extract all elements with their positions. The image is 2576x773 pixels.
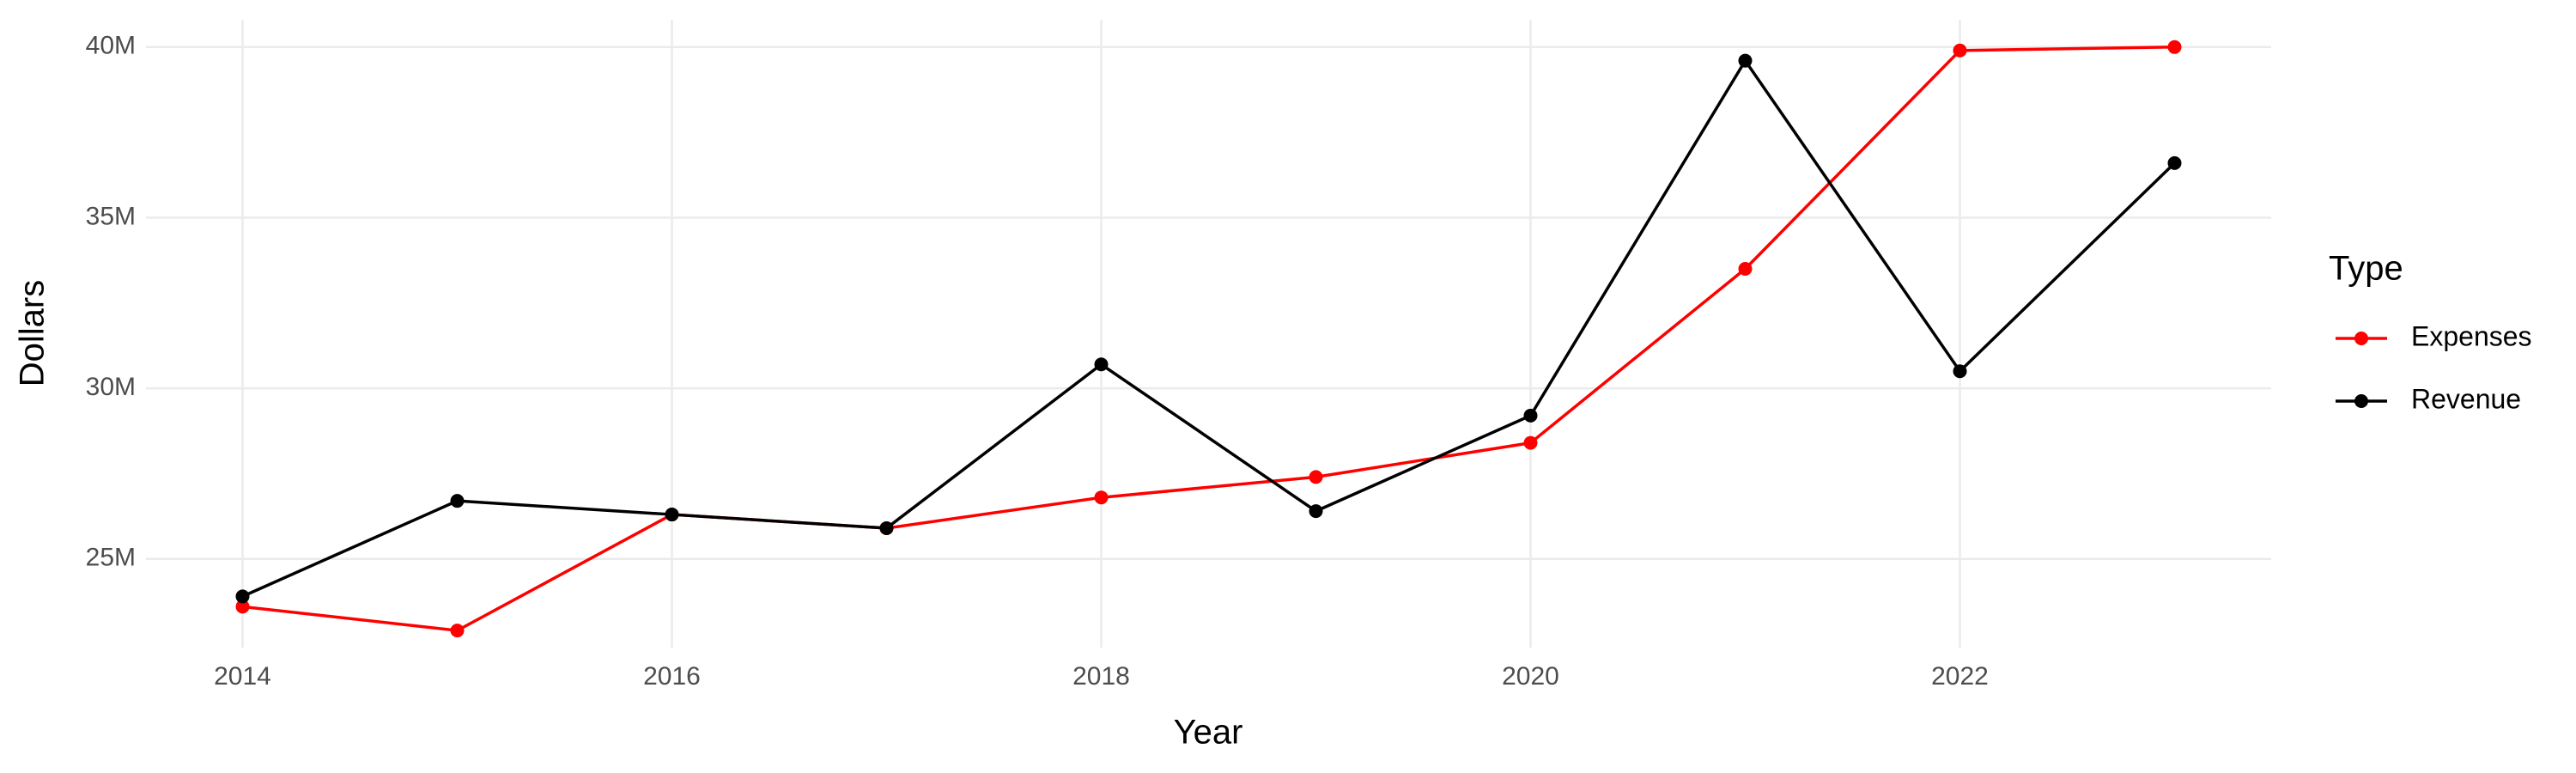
y-tick-label: 40M <box>86 32 136 60</box>
x-tick-label: 2018 <box>1072 662 1130 691</box>
data-point <box>450 494 465 508</box>
grid <box>146 20 2271 648</box>
y-tick-label: 25M <box>86 544 136 572</box>
data-point <box>235 600 250 614</box>
data-point <box>235 589 250 604</box>
data-point <box>1953 43 1967 58</box>
legend-swatch-point <box>2354 394 2368 408</box>
data-point <box>665 508 679 522</box>
data-point <box>879 520 894 535</box>
data-point <box>1309 470 1323 484</box>
y-tick-label: 35M <box>86 202 136 230</box>
data-point <box>450 624 465 638</box>
data-point <box>1738 53 1753 68</box>
data-point <box>1738 262 1753 277</box>
data-point <box>1094 490 1109 505</box>
data-point <box>2167 155 2182 170</box>
data-point <box>1523 435 1538 450</box>
x-tick-label: 2020 <box>1502 662 1559 691</box>
data-point <box>1953 364 1967 379</box>
legend-title: Type <box>2329 250 2403 288</box>
y-axis-title: Dollars <box>14 280 52 386</box>
series-line <box>242 46 2175 632</box>
data-point <box>2167 40 2182 54</box>
x-tick-label: 2016 <box>643 662 701 691</box>
data-point <box>1523 408 1538 423</box>
x-tick-label: 2022 <box>1931 662 1989 691</box>
data-point <box>1094 357 1109 372</box>
series-line <box>241 58 2176 599</box>
y-tick-label: 30M <box>86 373 136 401</box>
x-tick-label: 2014 <box>214 662 271 691</box>
x-axis-title: Year <box>1174 714 1243 752</box>
legend-swatch-point <box>2354 332 2368 345</box>
data-point <box>1309 504 1323 519</box>
legend-label: Expenses <box>2411 320 2532 351</box>
legend-label: Revenue <box>2411 383 2521 414</box>
